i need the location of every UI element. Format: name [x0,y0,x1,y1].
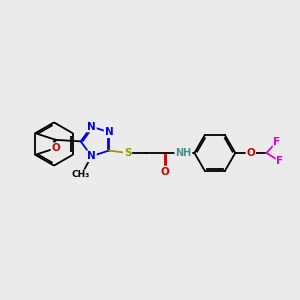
Text: F: F [276,156,284,166]
Text: N: N [87,151,96,161]
Text: O: O [52,143,60,153]
Text: O: O [247,148,255,158]
Text: N: N [87,122,96,131]
Text: N: N [105,127,113,137]
Text: O: O [160,167,169,176]
Text: CH₃: CH₃ [72,170,90,179]
Text: S: S [124,148,131,158]
Text: F: F [273,136,280,146]
Text: NH: NH [175,148,191,158]
